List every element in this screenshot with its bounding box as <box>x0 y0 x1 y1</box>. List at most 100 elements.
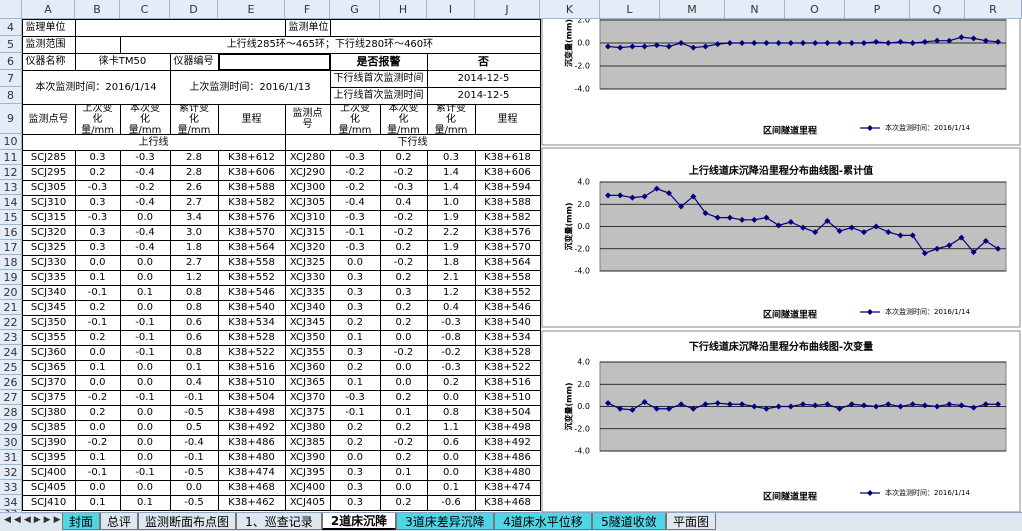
data-point <box>605 400 611 407</box>
cell: -0.1 <box>329 224 381 241</box>
cell: 0.1 <box>169 359 219 376</box>
cell: 0.3 <box>329 299 381 316</box>
cell: 0.1 <box>74 494 121 511</box>
cell: 2014-12-5 <box>426 86 541 105</box>
data-point <box>751 403 758 410</box>
data-point <box>739 40 746 46</box>
cell: 0.2 <box>379 314 428 331</box>
cell: XCJ390 <box>284 449 331 466</box>
sheet-tab[interactable]: 3道床差异沉降 <box>396 513 494 530</box>
cell: K38+498 <box>217 404 286 421</box>
data-point <box>641 399 648 406</box>
cell: XCJ340 <box>284 299 331 316</box>
cell: 上次监测时间：2016/1/13 <box>169 69 331 105</box>
cell: 0.0 <box>119 359 171 376</box>
cell: 0.4 <box>169 374 219 391</box>
cell: -0.1 <box>74 464 121 481</box>
cell: 0.2 <box>74 299 121 316</box>
data-point <box>934 403 941 410</box>
data-point <box>665 405 672 412</box>
row-header: 28 <box>0 405 22 420</box>
cell: K38+474 <box>474 479 541 496</box>
legend-label: 本次监测时间：2016/1/14 <box>885 123 970 132</box>
data-point <box>836 405 843 412</box>
y-tick-label: -2.0 <box>574 244 590 253</box>
data-point <box>995 245 1001 252</box>
cell: 0.2 <box>74 329 121 346</box>
cell: 0.8 <box>169 284 219 301</box>
cell: -0.5 <box>169 494 219 511</box>
y-tick-label: -4.0 <box>574 267 590 276</box>
sheet-tab[interactable]: 1、巡查记录 <box>236 513 322 530</box>
cell: 监理单位 <box>21 18 76 37</box>
data-point <box>873 38 880 45</box>
column-header: A <box>22 0 75 19</box>
cell: XCJ290 <box>284 164 331 181</box>
y-tick-label: -4.0 <box>574 447 590 456</box>
data-point <box>873 403 880 410</box>
data-point <box>787 40 794 46</box>
cell: K38+558 <box>217 254 286 271</box>
cell: -0.2 <box>329 164 381 181</box>
data-point <box>970 35 977 42</box>
data-point <box>763 405 770 412</box>
tab-nav[interactable]: ◀◀◀▶▶▶ <box>4 515 64 525</box>
row-header: 20 <box>0 285 22 300</box>
row-header: 12 <box>0 165 22 180</box>
data-point <box>848 401 855 408</box>
cell: 0.3 <box>329 344 381 361</box>
cell: SCJ350 <box>21 314 76 331</box>
cell: 上次变化量/mm <box>329 103 381 135</box>
cell: -0.3 <box>329 209 381 226</box>
cell: 监测点号 <box>284 103 331 135</box>
cell: XCJ355 <box>284 344 331 361</box>
column-header: R <box>965 0 1022 19</box>
cell: 本次变化量/mm <box>119 103 171 135</box>
sheet-tab[interactable]: 平面图 <box>666 513 716 530</box>
row-header: 26 <box>0 375 22 390</box>
column-header: C <box>120 0 170 19</box>
sheet-tab[interactable]: 5隧道收敛 <box>592 513 666 530</box>
cell: SCJ340 <box>21 284 76 301</box>
cell: K38+564 <box>474 254 541 271</box>
cell: SCJ345 <box>21 299 76 316</box>
cell: 0.0 <box>74 419 121 436</box>
sheet-tab[interactable]: 封面 <box>62 513 100 530</box>
data-point <box>995 38 1001 45</box>
legend-marker <box>867 309 873 315</box>
sheet-tab[interactable]: 总评 <box>100 513 138 530</box>
data-point <box>934 37 941 44</box>
cell: K38+576 <box>217 209 286 226</box>
cell: SCJ390 <box>21 434 76 451</box>
data-point <box>885 401 892 408</box>
cell: K38+498 <box>474 419 541 436</box>
cell: XCJ370 <box>284 389 331 406</box>
y-tick-label: 2.0 <box>577 380 590 389</box>
cell: 0.0 <box>379 329 428 346</box>
sheet-tab[interactable]: 监测断面布点图 <box>138 513 236 530</box>
selected-cell[interactable] <box>217 52 331 71</box>
data-point <box>909 401 916 408</box>
sheet-tab[interactable]: 4道床水平位移 <box>494 513 592 530</box>
sheet-tab[interactable]: 2道床沉降 <box>322 513 396 530</box>
cell: 里程 <box>217 103 286 135</box>
row-header: 15 <box>0 210 22 225</box>
cell: 0.2 <box>379 239 428 256</box>
data-point <box>665 190 672 197</box>
cell: SCJ405 <box>21 479 76 496</box>
data-point <box>824 217 831 224</box>
cell: -0.6 <box>426 494 476 511</box>
cell: K38+612 <box>217 149 286 166</box>
chart-title: 下行线道床沉降沿里程分布曲线图-次变量 <box>689 340 873 353</box>
cell: 0.1 <box>329 374 381 391</box>
cell: 0.5 <box>169 419 219 436</box>
cell: 0.0 <box>74 374 121 391</box>
column-header: I <box>427 0 475 19</box>
cell: XCJ280 <box>284 149 331 166</box>
row-header: 27 <box>0 390 22 405</box>
data-point <box>921 38 928 45</box>
cell: -0.3 <box>74 179 121 196</box>
legend-label: 本次监测时间：2016/1/14 <box>885 488 970 497</box>
data-point <box>653 42 660 49</box>
row-header: 19 <box>0 270 22 285</box>
